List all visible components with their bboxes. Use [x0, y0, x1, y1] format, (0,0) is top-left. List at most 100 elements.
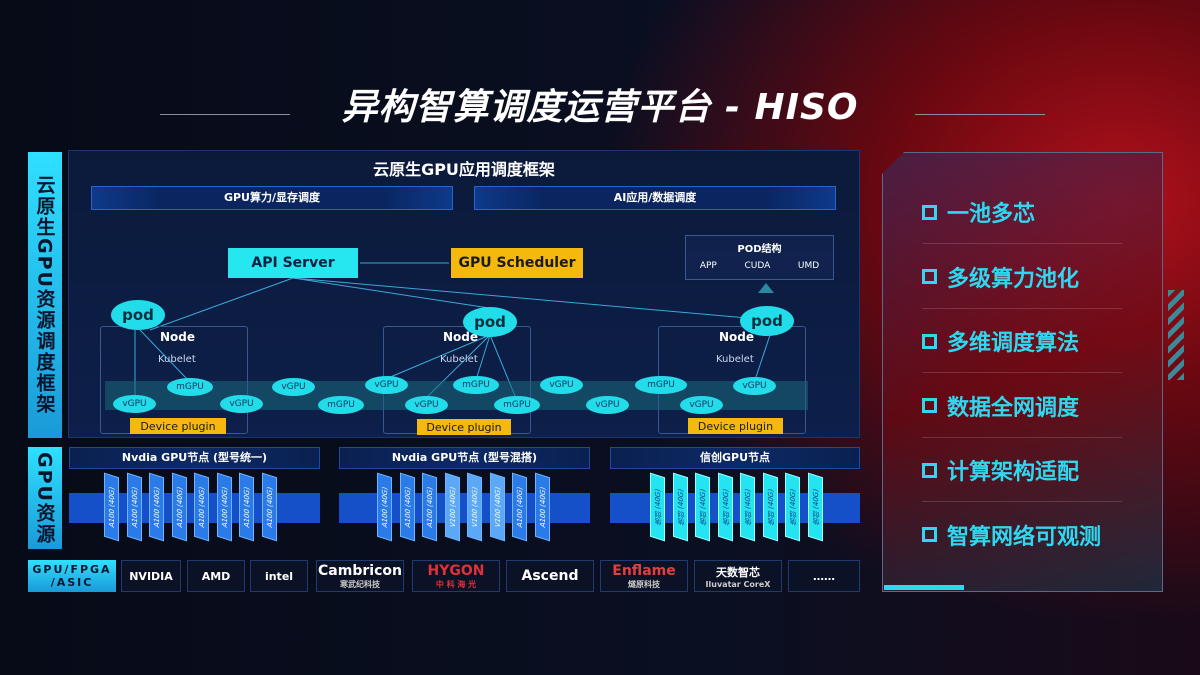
gpu-card: A100 (40G): [534, 472, 550, 542]
gpu-card: 信创 (40G): [762, 472, 778, 542]
gpu-card-label: A100 (40G): [380, 485, 389, 529]
gpu-card-label: A100 (40G): [242, 485, 251, 529]
pod-ellipse: pod: [463, 307, 517, 337]
vgpu-ellipse: vGPU: [113, 395, 156, 413]
node-label: Node: [160, 330, 196, 344]
pod-item-app: APP: [699, 261, 717, 271]
page-title: 异构智算调度运营平台 - HISO: [341, 87, 859, 128]
feature-label: 一池多芯: [947, 202, 1036, 227]
gpu-card-label: A100 (40G): [425, 485, 434, 529]
api-server-box: API Server: [228, 248, 358, 278]
device-plugin-box: Device plugin: [688, 418, 783, 434]
vendor-label: GPU/FPGA /ASIC: [28, 560, 116, 592]
vendor-name: HYGON: [427, 562, 485, 579]
decor-bar: [884, 585, 964, 590]
gpu-card: 信创 (40G): [807, 472, 823, 542]
gpu-card-label: A100 (40G): [130, 485, 138, 529]
gpu-card-label: A100 (40G): [403, 485, 411, 529]
node-label: Node: [443, 330, 479, 344]
gpu-card: 信创 (40G): [695, 472, 710, 542]
vgpu-ellipse: vGPU: [586, 396, 629, 414]
feature-label: 多级算力池化: [947, 266, 1080, 292]
gpu-card-label: A100 (40G): [515, 485, 524, 529]
checkbox-icon: [922, 398, 937, 413]
gpu-card: A100 (40G): [126, 472, 142, 542]
gpu-card: A100 (40G): [377, 472, 392, 542]
checkbox-icon: [922, 333, 937, 349]
vendor-logo-nvidia: NVIDIA: [121, 560, 181, 592]
vendor-logo-enflame: Enflame 燧原科技: [600, 560, 688, 592]
vgpu-ellipse: vGPU: [365, 376, 408, 394]
vendor-subtitle: 中 科 海 光: [435, 579, 477, 589]
vendor-logo-intel: intel: [250, 560, 308, 592]
feature-label: 计算架构适配: [947, 460, 1080, 485]
gpu-card: 信创 (40G): [717, 472, 733, 542]
gpu-card-label: V100 (40G): [470, 485, 479, 529]
resources-side-label: GPU资源: [28, 447, 62, 549]
vendor-logo-hygon: HYGON 中 科 海 光: [412, 560, 500, 592]
feature-label: 智算网络可观测: [947, 524, 1102, 550]
checkbox-icon: [922, 527, 937, 542]
framework-side-label: 云原生GPU资源调度框架: [28, 152, 62, 438]
device-plugin-box: Device plugin: [417, 419, 511, 435]
checkbox-icon: [922, 269, 937, 284]
gpu-card-label: 信创 (40G): [721, 487, 729, 527]
feature-item: 数据全网调度: [922, 390, 1079, 422]
decor-stripes: [1168, 290, 1184, 380]
gpu-card: V100 (40G): [444, 472, 460, 542]
vgpu-ellipse: vGPU: [405, 396, 448, 414]
vendor-name: 天数智芯: [716, 565, 760, 579]
framework-title: 云原生GPU应用调度框架: [373, 160, 555, 179]
ai-data-bar: AI应用/数据调度: [474, 186, 836, 210]
feature-item: 一池多芯: [922, 196, 1035, 228]
gpu-card: 信创 (40G): [785, 472, 800, 542]
feature-divider: [922, 372, 1122, 373]
gpu-card: 信创 (40G): [740, 472, 755, 542]
gpu-card-label: A100 (40G): [152, 485, 161, 529]
gpu-card-label: V100 (40G): [448, 485, 456, 529]
feature-divider: [922, 243, 1122, 244]
feature-item: 计算架构适配: [922, 454, 1079, 486]
title-deco-left: [160, 114, 290, 115]
gpu-card-label: V100 (40G): [493, 485, 501, 529]
gpu-card: A100 (40G): [216, 472, 232, 542]
gpu-scheduler-box: GPU Scheduler: [451, 248, 583, 278]
gpu-compute-bar: GPU算力/显存调度: [91, 186, 453, 210]
pod-ellipse: pod: [740, 306, 794, 336]
feature-divider: [922, 307, 1122, 309]
vendor-logo-: 天数智芯 Iluvatar CoreX: [694, 560, 782, 592]
mgpu-ellipse: mGPU: [167, 378, 213, 396]
gpu-card: 信创 (40G): [650, 472, 665, 542]
gpu-card: V100 (40G): [489, 472, 505, 542]
vendor-subtitle: 燧原科技: [628, 579, 660, 589]
pod-item-cuda: CUDA: [744, 261, 771, 271]
resource-node-title-3: 信创GPU节点: [610, 447, 860, 469]
node-label: Node: [719, 330, 755, 344]
vendor-name: ……: [813, 569, 835, 583]
kubelet-label: Kubelet: [440, 354, 478, 365]
vgpu-ellipse: vGPU: [272, 378, 315, 396]
gpu-card: 信创 (40G): [672, 472, 688, 542]
pod-ellipse: pod: [111, 300, 165, 330]
feature-label: 数据全网调度: [947, 395, 1080, 421]
vendor-name: AMD: [201, 569, 231, 583]
gpu-card: A100 (40G): [171, 472, 187, 542]
vendor-name: intel: [264, 569, 294, 583]
gpu-card-label: 信创 (40G): [698, 487, 707, 527]
gpu-card-label: 信创 (40G): [653, 487, 662, 527]
gpu-card: A100 (40G): [239, 472, 254, 542]
resource-node-title-2: Nvdia GPU节点 (型号混搭): [339, 447, 590, 469]
gpu-card: A100 (40G): [194, 472, 209, 542]
gpu-card: A100 (40G): [422, 472, 437, 542]
device-plugin-box: Device plugin: [130, 418, 226, 434]
mgpu-ellipse: mGPU: [318, 396, 364, 414]
gpu-card-label: 信创 (40G): [676, 487, 684, 527]
vendor-logo-amd: AMD: [187, 560, 245, 592]
feature-label: 多维调度算法: [947, 331, 1080, 356]
feature-divider: [922, 501, 1122, 502]
gpu-card-label: 信创 (40G): [743, 487, 752, 527]
vendor-name: Ascend: [521, 568, 579, 584]
feature-item: 智算网络可观测: [922, 519, 1101, 551]
mgpu-ellipse: mGPU: [635, 376, 687, 394]
vendor-name: Enflame: [612, 562, 676, 579]
